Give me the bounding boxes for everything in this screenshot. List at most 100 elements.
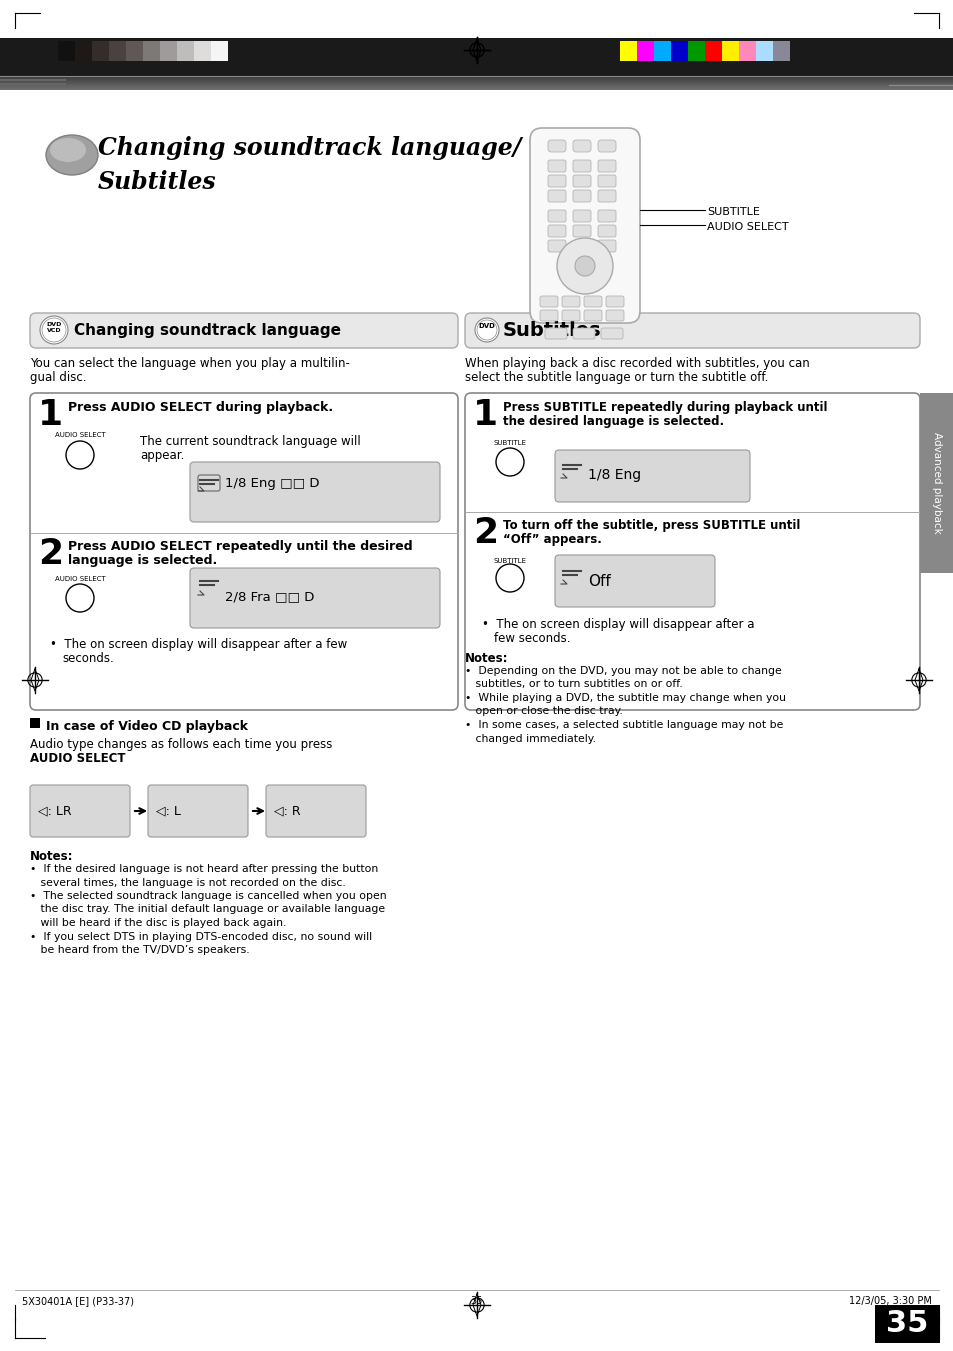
Bar (619, 41, 637, 61)
Text: •  If the desired language is not heard after pressing the button: • If the desired language is not heard a… (30, 865, 377, 874)
Text: language is selected.: language is selected. (68, 554, 217, 567)
Bar (772, 41, 789, 61)
Bar (211, 41, 228, 61)
FancyBboxPatch shape (544, 328, 566, 339)
Bar (637, 41, 654, 61)
Text: 35: 35 (885, 1309, 927, 1339)
FancyBboxPatch shape (561, 296, 579, 307)
Text: •  The on screen display will disappear after a: • The on screen display will disappear a… (481, 617, 754, 631)
Text: To turn off the subtitle, press SUBTITLE until: To turn off the subtitle, press SUBTITLE… (502, 519, 800, 532)
Text: In case of Video CD playback: In case of Video CD playback (46, 720, 248, 734)
FancyBboxPatch shape (573, 176, 590, 186)
Bar (193, 41, 211, 61)
Text: AUDIO SELECT: AUDIO SELECT (54, 432, 105, 438)
Text: AUDIO SELECT: AUDIO SELECT (706, 222, 788, 232)
FancyBboxPatch shape (530, 128, 639, 323)
Bar (919, 393, 953, 573)
Text: 1/8 Eng □□ D: 1/8 Eng □□ D (225, 477, 319, 489)
Text: AUDIO SELECT: AUDIO SELECT (54, 576, 105, 582)
Text: 35: 35 (471, 1296, 482, 1306)
Bar (109, 41, 126, 61)
Circle shape (557, 238, 613, 295)
Text: several times, the language is not recorded on the disc.: several times, the language is not recor… (30, 878, 345, 888)
FancyBboxPatch shape (598, 176, 616, 186)
Text: •  While playing a DVD, the subtitle may change when you: • While playing a DVD, the subtitle may … (464, 693, 785, 703)
Circle shape (475, 317, 498, 342)
Bar (30, 717, 40, 728)
Text: DVD: DVD (47, 323, 62, 327)
FancyBboxPatch shape (555, 450, 749, 503)
Ellipse shape (46, 135, 98, 176)
Text: 2/8 Fra □□ D: 2/8 Fra □□ D (225, 590, 314, 604)
Text: Subtitles: Subtitles (502, 320, 601, 339)
Bar (670, 41, 687, 61)
FancyBboxPatch shape (190, 462, 439, 521)
Circle shape (476, 320, 497, 340)
FancyBboxPatch shape (190, 567, 439, 628)
Text: open or close the disc tray.: open or close the disc tray. (464, 707, 622, 716)
FancyBboxPatch shape (547, 226, 565, 236)
FancyBboxPatch shape (547, 209, 565, 222)
Bar (874, 1305, 939, 1343)
Text: Press AUDIO SELECT repeatedly until the desired: Press AUDIO SELECT repeatedly until the … (68, 540, 413, 553)
Bar (654, 41, 670, 61)
Text: Audio type changes as follows each time you press: Audio type changes as follows each time … (30, 738, 332, 751)
FancyBboxPatch shape (573, 141, 590, 153)
Text: be heard from the TV/DVD’s speakers.: be heard from the TV/DVD’s speakers. (30, 944, 250, 955)
Bar (687, 41, 704, 61)
Text: Press AUDIO SELECT during playback.: Press AUDIO SELECT during playback. (68, 401, 333, 413)
Text: subtitles, or to turn subtitles on or off.: subtitles, or to turn subtitles on or of… (464, 680, 682, 689)
Circle shape (40, 316, 68, 345)
Text: Advanced playback: Advanced playback (931, 432, 941, 534)
Text: 5X30401A [E] (P33-37): 5X30401A [E] (P33-37) (22, 1296, 133, 1306)
FancyBboxPatch shape (573, 190, 590, 203)
FancyBboxPatch shape (539, 296, 558, 307)
FancyBboxPatch shape (573, 328, 595, 339)
Circle shape (66, 440, 94, 469)
Text: .: . (103, 753, 107, 765)
FancyBboxPatch shape (605, 309, 623, 322)
Circle shape (42, 317, 66, 342)
FancyBboxPatch shape (30, 393, 457, 711)
FancyBboxPatch shape (598, 141, 616, 153)
Text: Changing soundtrack language/: Changing soundtrack language/ (98, 136, 521, 159)
Circle shape (575, 255, 595, 276)
Bar (160, 41, 177, 61)
Text: AUDIO SELECT: AUDIO SELECT (30, 753, 126, 765)
Text: “Off” appears.: “Off” appears. (502, 534, 601, 546)
FancyBboxPatch shape (266, 785, 366, 838)
Bar (0, 38, 953, 76)
Text: When playing back a disc recorded with subtitles, you can: When playing back a disc recorded with s… (464, 357, 809, 370)
Text: •  If you select DTS in playing DTS-encoded disc, no sound will: • If you select DTS in playing DTS-encod… (30, 931, 372, 942)
FancyBboxPatch shape (547, 159, 565, 172)
Text: 12/3/05, 3:30 PM: 12/3/05, 3:30 PM (848, 1296, 931, 1306)
Text: 1: 1 (473, 399, 497, 432)
FancyBboxPatch shape (573, 159, 590, 172)
FancyBboxPatch shape (583, 296, 601, 307)
Text: Notes:: Notes: (30, 850, 73, 863)
Text: ◁: L: ◁: L (156, 804, 181, 817)
Bar (58, 41, 75, 61)
FancyBboxPatch shape (561, 309, 579, 322)
Text: SUBTITLE: SUBTITLE (493, 558, 526, 563)
Circle shape (496, 563, 523, 592)
Text: 2: 2 (38, 536, 63, 571)
Text: •  Depending on the DVD, you may not be able to change: • Depending on the DVD, you may not be a… (464, 666, 781, 676)
Text: seconds.: seconds. (62, 653, 113, 665)
Text: Off: Off (587, 574, 610, 589)
Text: the disc tray. The initial default language or available language: the disc tray. The initial default langu… (30, 905, 385, 915)
Text: changed immediately.: changed immediately. (464, 734, 596, 743)
FancyBboxPatch shape (598, 159, 616, 172)
FancyBboxPatch shape (605, 296, 623, 307)
Bar (75, 41, 91, 61)
Text: The current soundtrack language will: The current soundtrack language will (140, 435, 360, 449)
FancyBboxPatch shape (598, 226, 616, 236)
Text: few seconds.: few seconds. (494, 632, 570, 644)
Bar (755, 41, 772, 61)
Text: •  The selected soundtrack language is cancelled when you open: • The selected soundtrack language is ca… (30, 892, 386, 901)
Bar (739, 41, 755, 61)
Text: 1: 1 (38, 399, 63, 432)
FancyBboxPatch shape (148, 785, 248, 838)
Text: DVD: DVD (478, 323, 495, 330)
Text: •  The on screen display will disappear after a few: • The on screen display will disappear a… (50, 638, 347, 651)
